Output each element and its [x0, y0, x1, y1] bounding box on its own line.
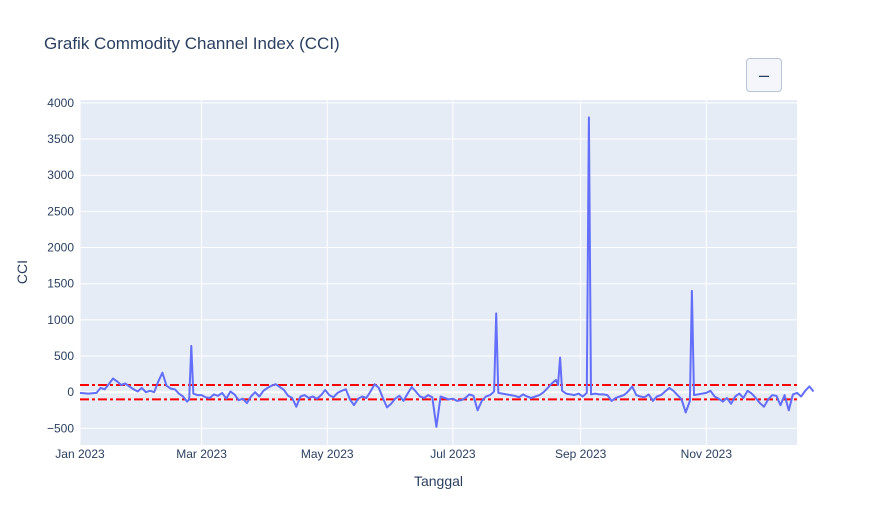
y-axis-title: CCI: [14, 260, 30, 284]
x-tick-label: Mar 2023: [176, 447, 227, 461]
reference-lines: [80, 383, 797, 401]
y-tick-label: 4000: [47, 96, 74, 110]
y-tick-label: 2500: [47, 204, 74, 218]
y-tick-label: 1000: [47, 313, 74, 327]
y-tick-label: −500: [47, 421, 74, 435]
plot-background: [80, 100, 797, 445]
series-group: [79, 116, 815, 428]
series-line-cci: [79, 116, 815, 428]
x-axis-title: Tanggal: [414, 473, 463, 489]
y-axis: −500 0 500 1000 1500 2000 2500 3000 3500 4000: [47, 96, 74, 435]
grid-lines: [79, 100, 797, 445]
x-tick-label: Jan 2023: [55, 447, 105, 461]
y-tick-label: 3500: [47, 132, 74, 146]
y-tick-label: 3000: [47, 168, 74, 182]
x-axis: Jan 2023 Mar 2023 May 2023 Jul 2023 Sep 2023…: [55, 447, 732, 461]
x-tick-label: Nov 2023: [681, 447, 733, 461]
chart-title: Grafik Commodity Channel Index (CCI): [44, 34, 340, 53]
y-tick-label: 1500: [47, 277, 74, 291]
x-tick-label: Jul 2023: [430, 447, 476, 461]
y-tick-label: 2000: [47, 241, 74, 255]
x-tick-label: Sep 2023: [555, 447, 607, 461]
menu-button[interactable]: –: [746, 58, 782, 92]
x-tick-label: May 2023: [301, 447, 354, 461]
y-tick-label: 500: [54, 349, 74, 363]
y-tick-label: 0: [67, 385, 74, 399]
